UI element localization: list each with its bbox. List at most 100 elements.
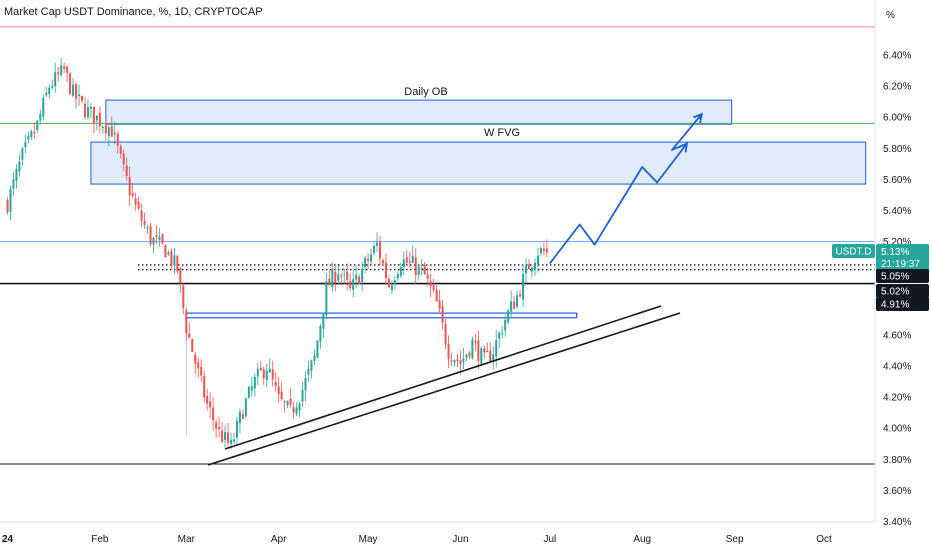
price-tick-label: 6.40% bbox=[883, 51, 911, 62]
trendlines-layer bbox=[207, 305, 681, 466]
candle-body bbox=[286, 401, 289, 406]
candle-body bbox=[256, 369, 259, 377]
price-tick-label: 5.80% bbox=[883, 144, 911, 155]
candle-body bbox=[167, 252, 170, 255]
candle-body bbox=[495, 340, 498, 357]
candle-body bbox=[337, 274, 340, 281]
zone-w-fvg[interactable] bbox=[90, 141, 867, 185]
candle-body bbox=[116, 133, 119, 146]
candle-body bbox=[411, 256, 414, 263]
candle-body bbox=[119, 146, 122, 154]
candle-body bbox=[334, 271, 337, 283]
level-badge-text: 5.02% bbox=[881, 287, 909, 298]
price-tick-label: 4.40% bbox=[883, 362, 911, 373]
candle-body bbox=[536, 255, 539, 265]
candle-body bbox=[268, 368, 271, 373]
candle-body bbox=[164, 245, 167, 258]
candle-body bbox=[444, 324, 447, 345]
candle-body bbox=[215, 422, 218, 429]
candle-body bbox=[24, 141, 27, 148]
price-axis-ticks: 6.40% 6.20% 6.00% 5.80% 5.60% 5.40% 5.20% 4.60%… bbox=[883, 51, 911, 529]
candle-body bbox=[301, 389, 304, 402]
candle-body bbox=[101, 127, 104, 129]
price-tick-label: 4.60% bbox=[883, 330, 911, 341]
candle-body bbox=[367, 258, 370, 261]
candle-body bbox=[152, 237, 155, 245]
price-tick-label: 5.60% bbox=[883, 175, 911, 186]
candle-body bbox=[128, 177, 131, 196]
current-price-text: 5.13% bbox=[881, 247, 909, 258]
candle-body bbox=[474, 340, 477, 343]
candle-body bbox=[292, 407, 295, 413]
candle-body bbox=[78, 94, 81, 97]
candle-body bbox=[477, 340, 480, 362]
zone-daily-ob[interactable] bbox=[105, 99, 733, 125]
candle-body bbox=[48, 87, 51, 95]
candle-body bbox=[95, 115, 98, 121]
candle-body bbox=[146, 227, 149, 229]
countdown-text: 21:19:37 bbox=[881, 259, 920, 270]
candle-body bbox=[235, 420, 238, 438]
candle-body bbox=[6, 200, 9, 213]
candle-body bbox=[432, 285, 435, 291]
projection-layer bbox=[549, 112, 704, 264]
candle-body bbox=[393, 280, 396, 285]
candle-body bbox=[92, 106, 95, 124]
candle-body bbox=[501, 333, 504, 335]
candle-body bbox=[542, 248, 545, 252]
candle-body bbox=[405, 257, 408, 263]
candle-body bbox=[134, 198, 137, 205]
candle-body bbox=[81, 95, 83, 101]
candle-body bbox=[408, 261, 411, 263]
projection-path[interactable] bbox=[549, 113, 703, 264]
candle-body bbox=[244, 398, 247, 417]
candle-body bbox=[224, 432, 227, 440]
trendline-upper[interactable] bbox=[224, 305, 662, 450]
candle-body bbox=[72, 84, 75, 96]
candle-body bbox=[203, 376, 206, 398]
candle-body bbox=[185, 310, 188, 334]
candle-body bbox=[125, 165, 128, 177]
candle-body bbox=[340, 275, 343, 277]
candle-body bbox=[516, 295, 519, 307]
candle-body bbox=[149, 226, 152, 245]
candle-body bbox=[361, 268, 364, 283]
price-tick-label: 4.00% bbox=[883, 424, 911, 435]
candle-body bbox=[182, 285, 185, 308]
candle-body bbox=[107, 127, 110, 137]
candle-body bbox=[376, 242, 379, 246]
time-tick-label: Sep bbox=[726, 534, 744, 545]
candles-layer bbox=[6, 57, 548, 449]
candle-body bbox=[45, 92, 48, 96]
price-tick-label: 3.80% bbox=[883, 455, 911, 466]
candle-body bbox=[161, 233, 164, 244]
candle-body bbox=[370, 254, 373, 262]
candle-body bbox=[259, 367, 262, 370]
time-tick-label: Oct bbox=[816, 534, 832, 545]
candle-body bbox=[15, 168, 18, 181]
candle-body bbox=[209, 401, 212, 408]
candle-body bbox=[429, 281, 432, 287]
candle-body bbox=[486, 351, 489, 353]
candle-body bbox=[322, 312, 325, 329]
candle-body bbox=[468, 352, 471, 357]
candle-body bbox=[191, 338, 194, 353]
candle-body bbox=[221, 430, 224, 442]
level-badge-text: 5.05% bbox=[881, 272, 909, 283]
candle-body bbox=[86, 107, 89, 118]
candle-body bbox=[414, 257, 417, 276]
candle-body bbox=[42, 97, 45, 117]
price-tick-label: 6.00% bbox=[883, 113, 911, 124]
candle-body bbox=[483, 348, 486, 353]
candle-body bbox=[18, 161, 21, 172]
candle-body bbox=[250, 386, 253, 391]
candle-body bbox=[522, 274, 525, 300]
candle-body bbox=[426, 274, 429, 279]
candle-body bbox=[173, 255, 176, 266]
symbol-badge[interactable] bbox=[832, 244, 875, 258]
trendline-lower[interactable] bbox=[207, 312, 681, 466]
candle-body bbox=[277, 386, 280, 395]
candle-body bbox=[346, 271, 349, 280]
candle-body bbox=[206, 395, 209, 404]
